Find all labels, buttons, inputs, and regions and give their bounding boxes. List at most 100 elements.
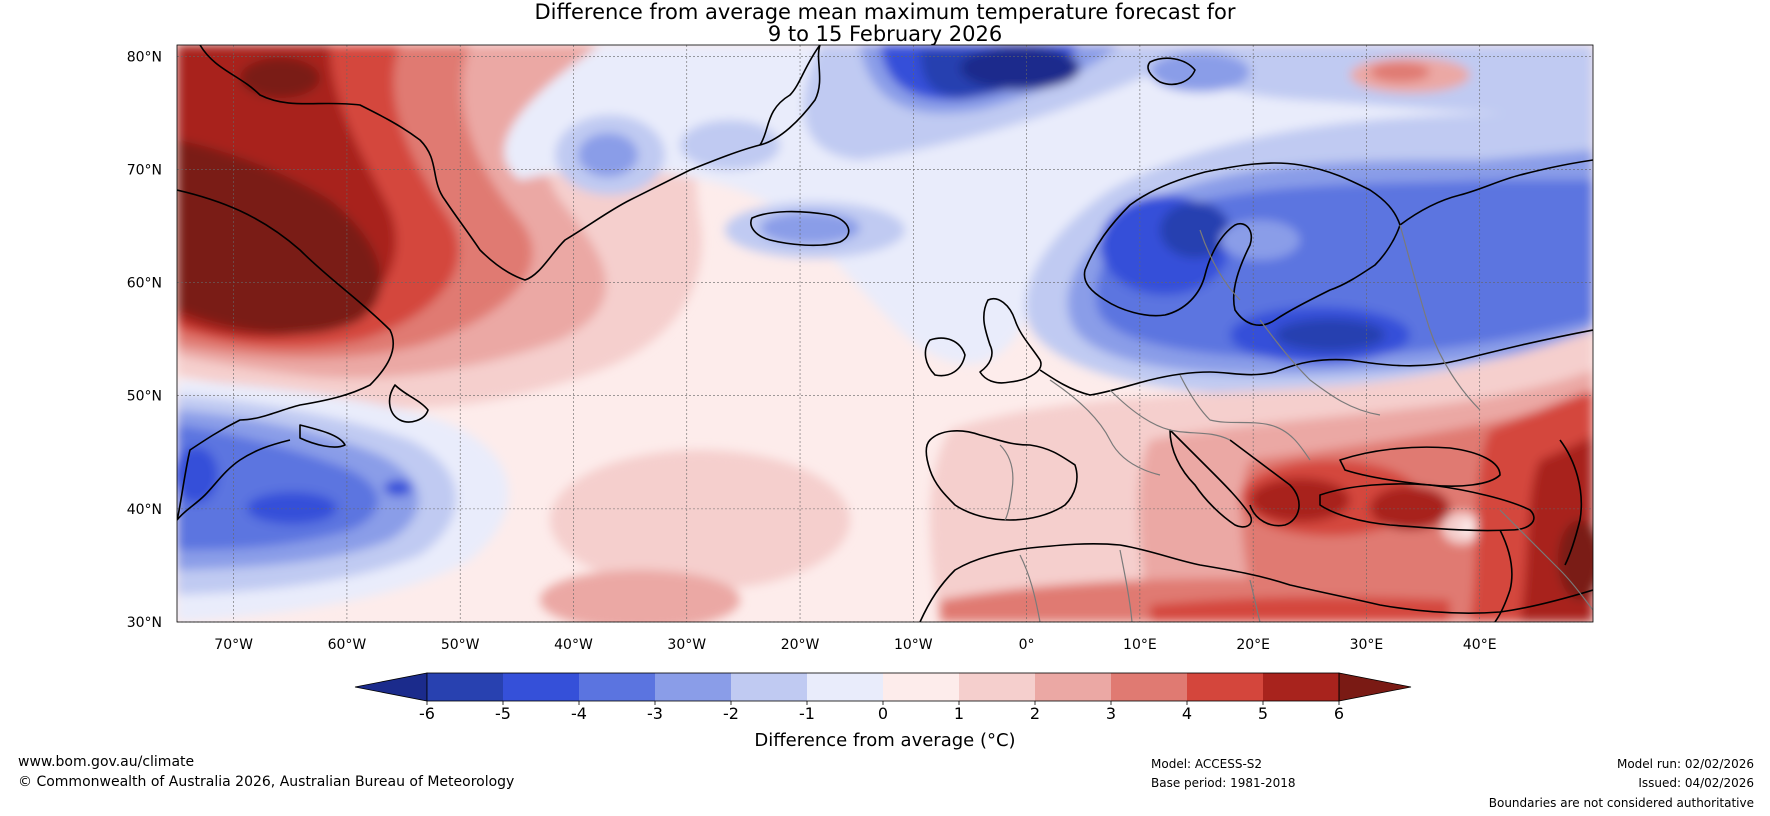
coastline-scandinavia (1083, 162, 1401, 326)
lon-tick-label: 50°W (441, 637, 480, 653)
colorbar-segment (807, 673, 883, 701)
coastlines (177, 45, 1593, 622)
coastline-iceland (750, 210, 850, 247)
border-11 (1499, 509, 1593, 611)
colorbar: -6 -5 -4 -3 -2 -1 0 1 2 3 4 5 6 (354, 672, 1412, 723)
coastline-greenland (199, 45, 821, 281)
colorbar-segment (883, 673, 959, 701)
colorbar-under-arrow (354, 672, 428, 702)
anomaly-region-cool-22 (1275, 319, 1385, 351)
lat-tick-label: 50°N (127, 389, 162, 405)
gridlines (177, 45, 1593, 623)
coastline-newfoundland (388, 384, 429, 423)
anomaly-region-cool-10 (578, 133, 638, 177)
border-7 (1119, 549, 1133, 622)
lat-tick-label: 70°N (127, 162, 162, 178)
colorbar-tick-label: 0 (878, 704, 888, 723)
coastline-iberia (925, 430, 1078, 521)
longitude-labels: 70°W 60°W 50°W 40°W 30°W 20°W 10°W 0° 10°E 20°E 30… (214, 637, 1496, 653)
colorbar-label: Difference from average (°C) (754, 730, 1015, 751)
anomaly-region-cool-15 (1370, 62, 1430, 82)
base-period: Base period: 1981-2018 (1151, 776, 1296, 790)
anomaly-region-warm-9 (540, 570, 740, 622)
border-2 (1109, 389, 1231, 441)
colorbar-tick-label: 4 (1182, 704, 1192, 723)
border-10 (1399, 224, 1481, 411)
colorbar-segment (731, 673, 807, 701)
country-borders (999, 224, 1593, 622)
lon-tick-label: 60°W (328, 637, 367, 653)
colorbar-segment (655, 673, 731, 701)
colorbar-tick-label: -4 (571, 704, 587, 723)
lon-tick-label: 40°W (554, 637, 593, 653)
coastline-nova-scotia (299, 424, 346, 448)
coastline-east-med (1494, 529, 1513, 622)
boundary-disclaimer: Boundaries are not considered authoritat… (1488, 796, 1754, 810)
map-title: Difference from average mean maximum tem… (534, 0, 1236, 24)
border-6 (1019, 554, 1041, 622)
coastline-europe-mainland (1039, 329, 1593, 396)
temperature-anomaly-field (177, 45, 1593, 622)
coastline-us-east (177, 439, 291, 521)
anomaly-region-warm-17 (1460, 520, 1480, 536)
model-name: Model: ACCESS-S2 (1151, 757, 1263, 771)
colorbar-tick-label: -5 (495, 704, 511, 723)
colorbar-tick-label: -1 (799, 704, 815, 723)
colorbar-segment (579, 673, 655, 701)
colorbar-tick-label: 1 (954, 704, 964, 723)
anomaly-region-cool-23 (1220, 220, 1300, 260)
coastline-balkans (1229, 439, 1300, 527)
coastline-caspian (1559, 439, 1583, 566)
coastline-britain (979, 298, 1042, 384)
coastline-north-africa (919, 542, 1593, 622)
lat-tick-label: 80°N (127, 49, 162, 65)
coastline-svalbard (1147, 57, 1196, 86)
anomaly-region-cool-8 (1150, 52, 1250, 92)
colorbar-tick-label: 6 (1334, 704, 1344, 723)
coastline-black-sea (1339, 446, 1501, 487)
colorbar-over-arrow (1338, 672, 1412, 702)
colorbar-segment (503, 673, 579, 701)
copyright-text: © Commonwealth of Australia 2026, Austra… (18, 774, 515, 790)
anomaly-region-cool-1 (504, 45, 1593, 364)
coastline-ireland (924, 337, 966, 377)
anomaly-region-cool-12 (760, 212, 860, 244)
lon-tick-label: 30°E (1350, 637, 1384, 653)
lon-tick-label: 0° (1019, 637, 1035, 653)
coastline-labrador (177, 189, 395, 521)
anomaly-region-warm-20 (1558, 520, 1593, 600)
colorbar-segment (1111, 673, 1187, 701)
coastline-italy (1169, 429, 1253, 528)
colorbar-tick-label: -2 (723, 704, 739, 723)
website-url[interactable]: www.bom.gov.au/climate (18, 754, 195, 770)
anomaly-region-warm-6 (177, 140, 382, 335)
colorbar-segment (1263, 673, 1339, 701)
anomaly-region-warm-15 (1370, 486, 1450, 530)
border-3 (1179, 374, 1311, 461)
lon-tick-label: 10°W (894, 637, 933, 653)
lat-tick-label: 60°N (127, 276, 162, 292)
map-panel (176, 44, 1594, 623)
anomaly-region-cool-7 (960, 46, 1080, 90)
colorbar-segment (427, 673, 503, 701)
colorbar-segment (1187, 673, 1263, 701)
anomaly-region-warm-8 (550, 450, 850, 590)
lon-tick-label: 40°E (1463, 637, 1497, 653)
latitude-labels: 80°N 70°N 60°N 50°N 40°N 30°N (127, 49, 162, 631)
colorbar-segment (1035, 673, 1111, 701)
lon-tick-label: 70°W (214, 637, 253, 653)
border-4 (1259, 319, 1381, 416)
coastline-north-russia (1399, 159, 1593, 226)
border-8 (1249, 579, 1261, 622)
coastline-turkey (1319, 483, 1535, 532)
lon-tick-label: 10°E (1123, 637, 1157, 653)
anomaly-region-warm-14 (1250, 478, 1350, 522)
lon-tick-label: 30°W (667, 637, 706, 653)
colorbar-tick-label: -6 (419, 704, 435, 723)
lat-tick-label: 40°N (127, 502, 162, 518)
model-run-date: Model run: 02/02/2026 (1616, 757, 1754, 771)
anomaly-region-warm-23 (950, 425, 1050, 485)
border-1 (1049, 379, 1161, 476)
colorbar-tick-label: -3 (647, 704, 663, 723)
